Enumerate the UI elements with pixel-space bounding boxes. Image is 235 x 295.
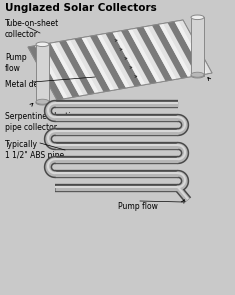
Polygon shape (28, 46, 64, 100)
Polygon shape (97, 34, 130, 88)
Polygon shape (43, 43, 79, 97)
Text: Tube-on-sheet
collector: Tube-on-sheet collector (5, 19, 59, 39)
Polygon shape (163, 23, 196, 76)
Polygon shape (159, 24, 192, 77)
Ellipse shape (36, 99, 49, 104)
Polygon shape (35, 45, 68, 99)
Polygon shape (59, 40, 95, 95)
Polygon shape (168, 22, 204, 76)
Ellipse shape (36, 42, 49, 47)
Polygon shape (174, 21, 208, 74)
Polygon shape (106, 32, 141, 86)
Polygon shape (144, 26, 177, 80)
Ellipse shape (36, 100, 49, 105)
Polygon shape (70, 39, 103, 93)
Polygon shape (51, 42, 84, 96)
Polygon shape (90, 35, 126, 89)
Polygon shape (113, 32, 146, 85)
Polygon shape (101, 34, 134, 87)
Ellipse shape (191, 15, 204, 19)
Polygon shape (66, 40, 99, 94)
Polygon shape (117, 31, 150, 85)
Polygon shape (28, 20, 212, 100)
Polygon shape (148, 25, 181, 79)
Polygon shape (36, 44, 49, 103)
Polygon shape (137, 27, 172, 81)
Text: Serpentine plastic
pipe collector: Serpentine plastic pipe collector (5, 112, 75, 132)
Polygon shape (128, 29, 161, 83)
Polygon shape (74, 38, 110, 92)
Text: Pump flow: Pump flow (118, 202, 158, 211)
Text: Pump
flow: Pump flow (5, 53, 27, 73)
Polygon shape (179, 20, 212, 74)
Polygon shape (55, 42, 88, 95)
Text: Typically
1 1/2" ABS pipe: Typically 1 1/2" ABS pipe (5, 140, 64, 160)
Polygon shape (191, 17, 204, 76)
Ellipse shape (191, 72, 204, 77)
Polygon shape (39, 44, 73, 98)
Polygon shape (86, 36, 119, 90)
Polygon shape (152, 24, 188, 78)
Text: Metal deck: Metal deck (5, 80, 47, 89)
Polygon shape (121, 30, 157, 84)
Polygon shape (82, 37, 115, 91)
Text: Unglazed Solar Collectors: Unglazed Solar Collectors (5, 3, 157, 13)
Polygon shape (132, 28, 165, 82)
Ellipse shape (191, 73, 204, 78)
